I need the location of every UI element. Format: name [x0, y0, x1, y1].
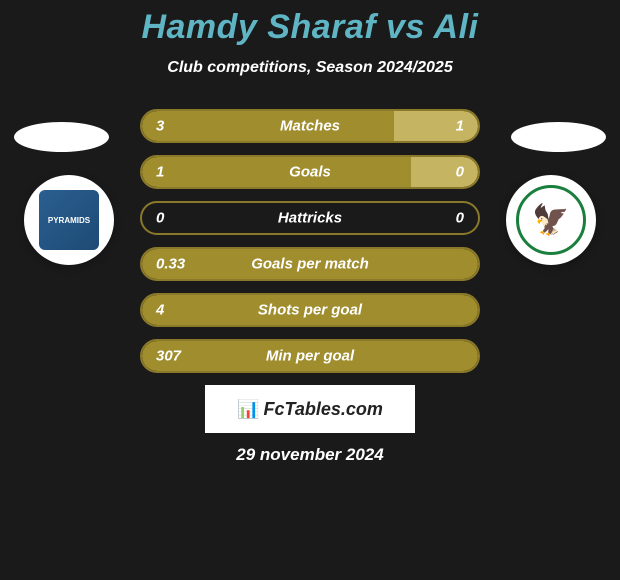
chart-icon: 📊: [237, 399, 259, 420]
stat-fill-right: [394, 111, 478, 141]
comparison-subtitle: Club competitions, Season 2024/2025: [0, 59, 620, 77]
stat-fill-left: [142, 111, 394, 141]
stat-value-left: 0: [156, 210, 164, 227]
stat-label: Hattricks: [278, 210, 342, 227]
stat-label: Shots per goal: [258, 302, 362, 319]
stat-label: Matches: [280, 118, 340, 135]
stat-row: 3 Matches 1: [140, 109, 480, 143]
stat-fill-left: [142, 157, 411, 187]
comparison-title: Hamdy Sharaf vs Ali: [0, 8, 620, 47]
stat-row: 307 Min per goal: [140, 339, 480, 373]
stat-row: 1 Goals 0: [140, 155, 480, 189]
stat-value-right: 0: [456, 210, 464, 227]
stat-value-right: 1: [456, 118, 464, 135]
stat-value-left: 4: [156, 302, 164, 319]
brand-badge: 📊 FcTables.com: [205, 385, 415, 433]
stat-value-left: 3: [156, 118, 164, 135]
stats-container: 3 Matches 1 1 Goals 0 0 Hattricks 0 0.33 Goals per…: [0, 109, 620, 373]
stat-value-left: 1: [156, 164, 164, 181]
stat-fill-right: [411, 157, 478, 187]
stat-row: 4 Shots per goal: [140, 293, 480, 327]
stat-label: Goals: [289, 164, 331, 181]
stat-value-right: 0: [456, 164, 464, 181]
stat-row: 0 Hattricks 0: [140, 201, 480, 235]
brand-text: FcTables.com: [264, 399, 383, 420]
stat-label: Min per goal: [266, 348, 354, 365]
date-text: 29 november 2024: [0, 445, 620, 465]
stat-value-left: 0.33: [156, 256, 185, 273]
stat-label: Goals per match: [251, 256, 369, 273]
stat-value-left: 307: [156, 348, 181, 365]
stat-row: 0.33 Goals per match: [140, 247, 480, 281]
